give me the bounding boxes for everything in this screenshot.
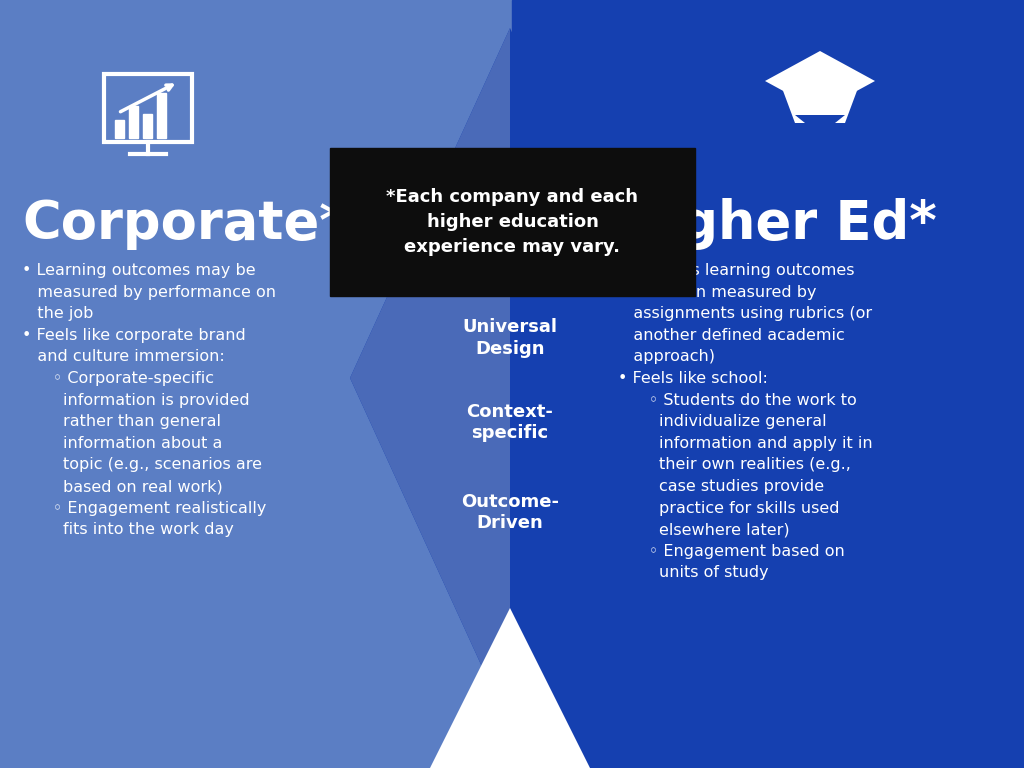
Text: • Learning outcomes may be
   measured by performance on
   the job
• Feels like: • Learning outcomes may be measured by p… xyxy=(22,263,276,537)
Text: Assessments: Assessments xyxy=(444,238,575,256)
Text: *Each company and each
higher education
experience may vary.: *Each company and each higher education … xyxy=(386,188,639,256)
Text: Universal
Design: Universal Design xyxy=(463,318,557,357)
Bar xyxy=(143,114,152,138)
Text: • Syllabus learning outcomes
   are often measured by
   assignments using rubri: • Syllabus learning outcomes are often m… xyxy=(618,263,872,581)
Text: Context-
specific: Context- specific xyxy=(467,403,553,442)
Text: Corporate*: Corporate* xyxy=(22,198,347,250)
Text: Outcome-
Driven: Outcome- Driven xyxy=(461,493,559,532)
Text: Adult Learning
Principles: Adult Learning Principles xyxy=(435,158,585,197)
Polygon shape xyxy=(430,608,590,768)
Bar xyxy=(157,93,166,138)
Polygon shape xyxy=(765,51,874,111)
Bar xyxy=(129,106,138,138)
Bar xyxy=(512,0,1024,768)
Bar xyxy=(330,148,695,296)
Text: Higher Ed*: Higher Ed* xyxy=(618,198,937,250)
Polygon shape xyxy=(795,115,845,135)
Bar xyxy=(0,0,512,768)
Polygon shape xyxy=(350,28,510,728)
Polygon shape xyxy=(782,88,858,123)
Polygon shape xyxy=(350,28,670,728)
Bar xyxy=(115,120,124,138)
